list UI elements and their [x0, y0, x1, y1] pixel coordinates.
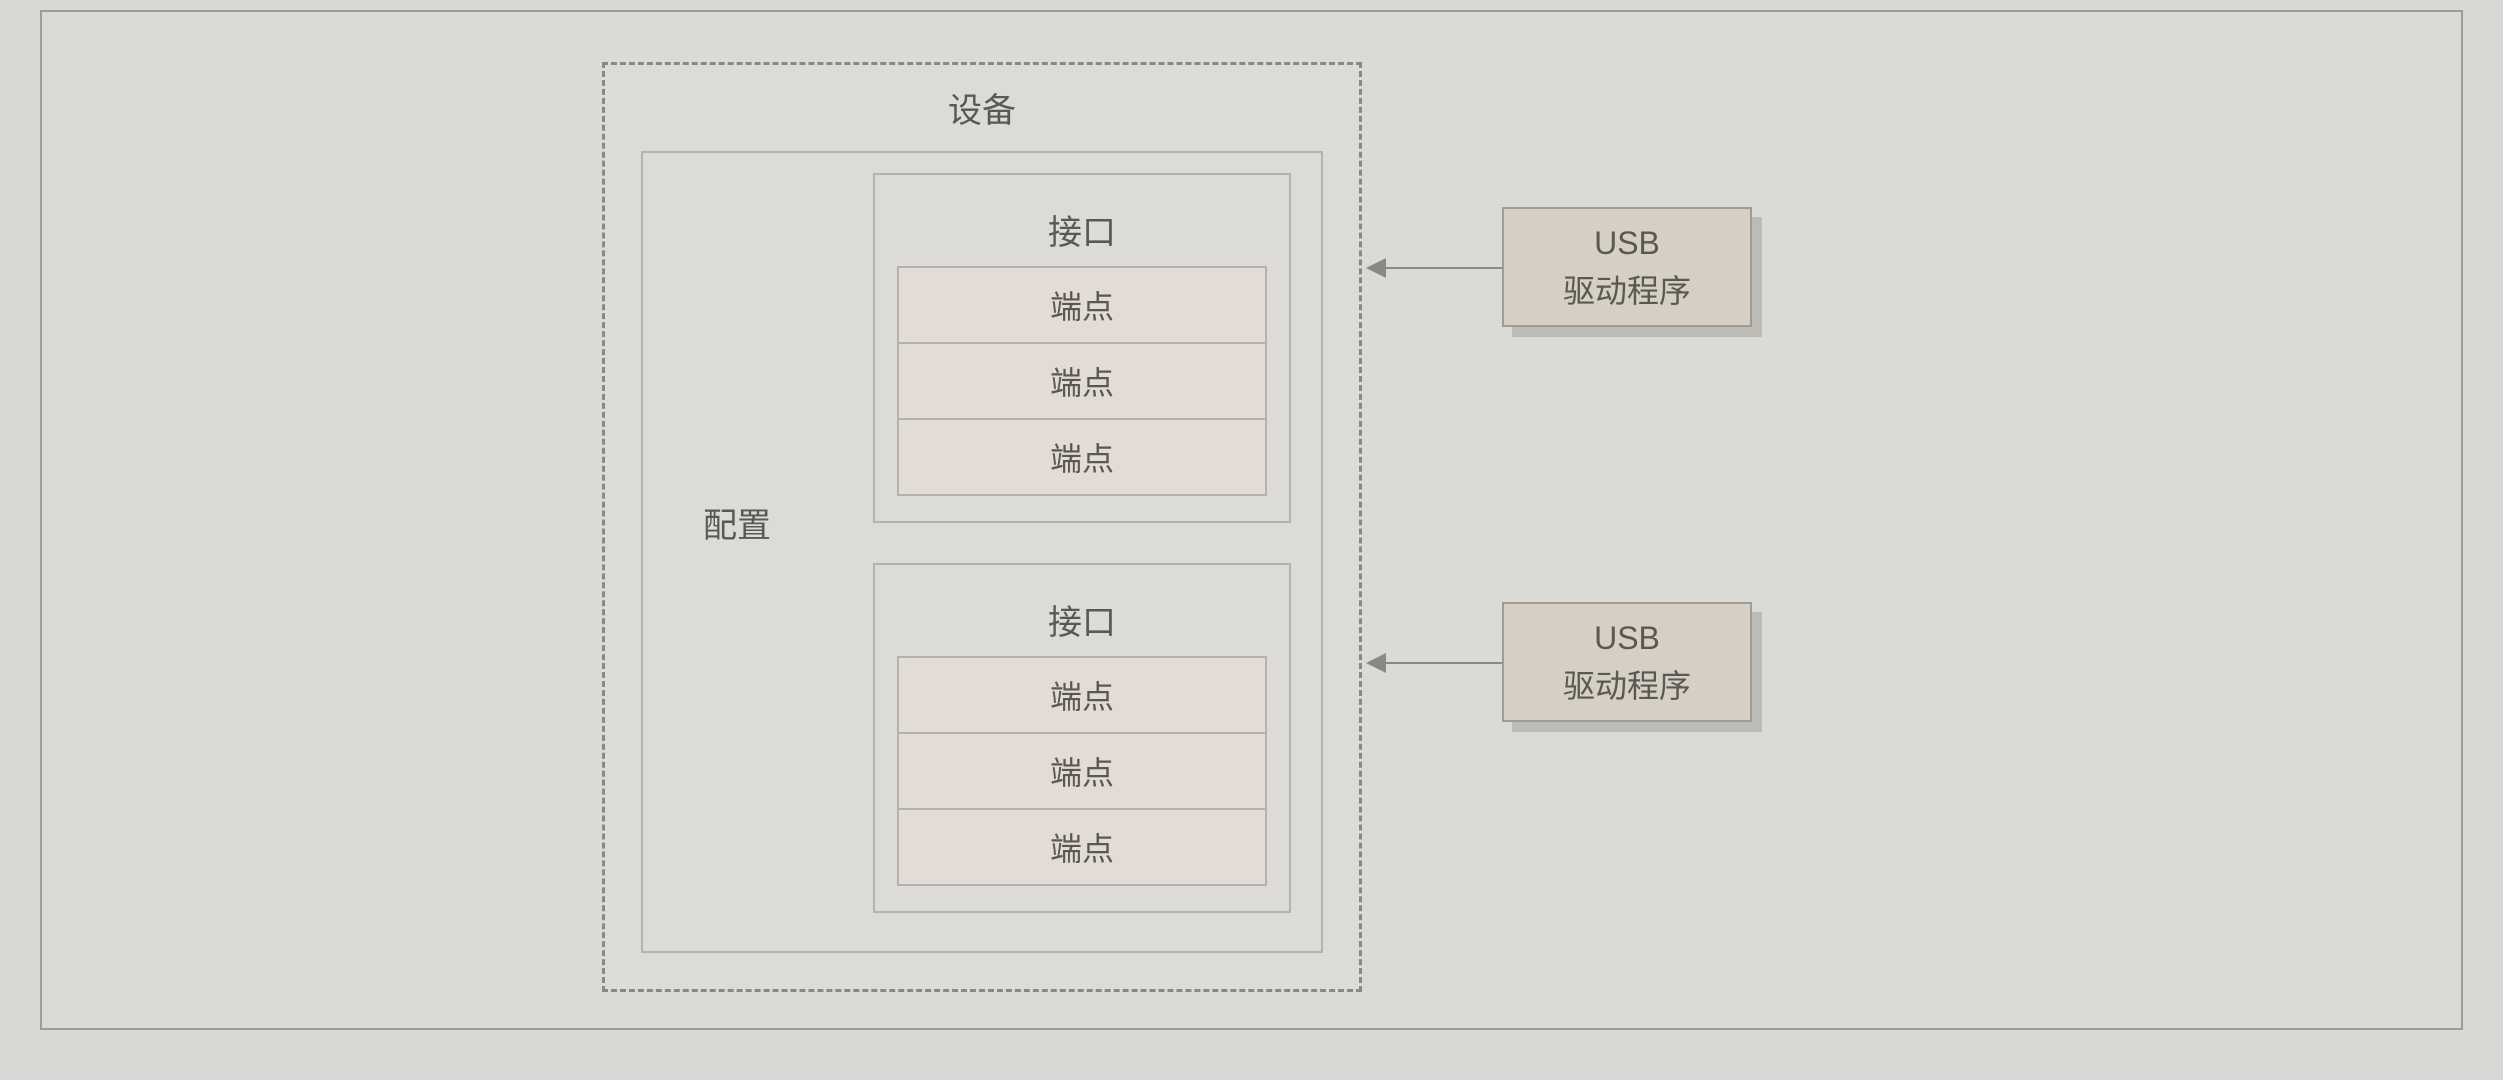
arrow-icon: [1368, 267, 1502, 269]
arrow-icon: [1368, 662, 1502, 664]
interface-box-1: 接口 端点 端点 端点: [873, 173, 1291, 523]
interface-label-2: 接口: [897, 577, 1267, 658]
config-label: 配置: [703, 498, 771, 547]
driver-line1: USB: [1504, 219, 1750, 267]
endpoint: 端点: [897, 732, 1267, 810]
endpoint: 端点: [897, 656, 1267, 734]
driver-line2: 驱动程序: [1504, 662, 1750, 710]
config-box: 配置 接口 端点 端点 端点 接口 端点 端点 端点: [641, 151, 1323, 953]
endpoint: 端点: [897, 808, 1267, 886]
driver-line2: 驱动程序: [1504, 267, 1750, 315]
endpoint: 端点: [897, 342, 1267, 420]
usb-driver-box-2: USB 驱动程序: [1502, 602, 1752, 722]
diagram-frame: 设备 配置 接口 端点 端点 端点 接口 端点 端点 端点 USB 驱动程序 U…: [40, 10, 2463, 1030]
interface-label-1: 接口: [897, 187, 1267, 268]
driver-line1: USB: [1504, 614, 1750, 662]
device-box: 设备 配置 接口 端点 端点 端点 接口 端点 端点 端点: [602, 62, 1362, 992]
endpoint: 端点: [897, 266, 1267, 344]
usb-driver-box-1: USB 驱动程序: [1502, 207, 1752, 327]
endpoint: 端点: [897, 418, 1267, 496]
interface-box-2: 接口 端点 端点 端点: [873, 563, 1291, 913]
device-label: 设备: [948, 83, 1016, 132]
